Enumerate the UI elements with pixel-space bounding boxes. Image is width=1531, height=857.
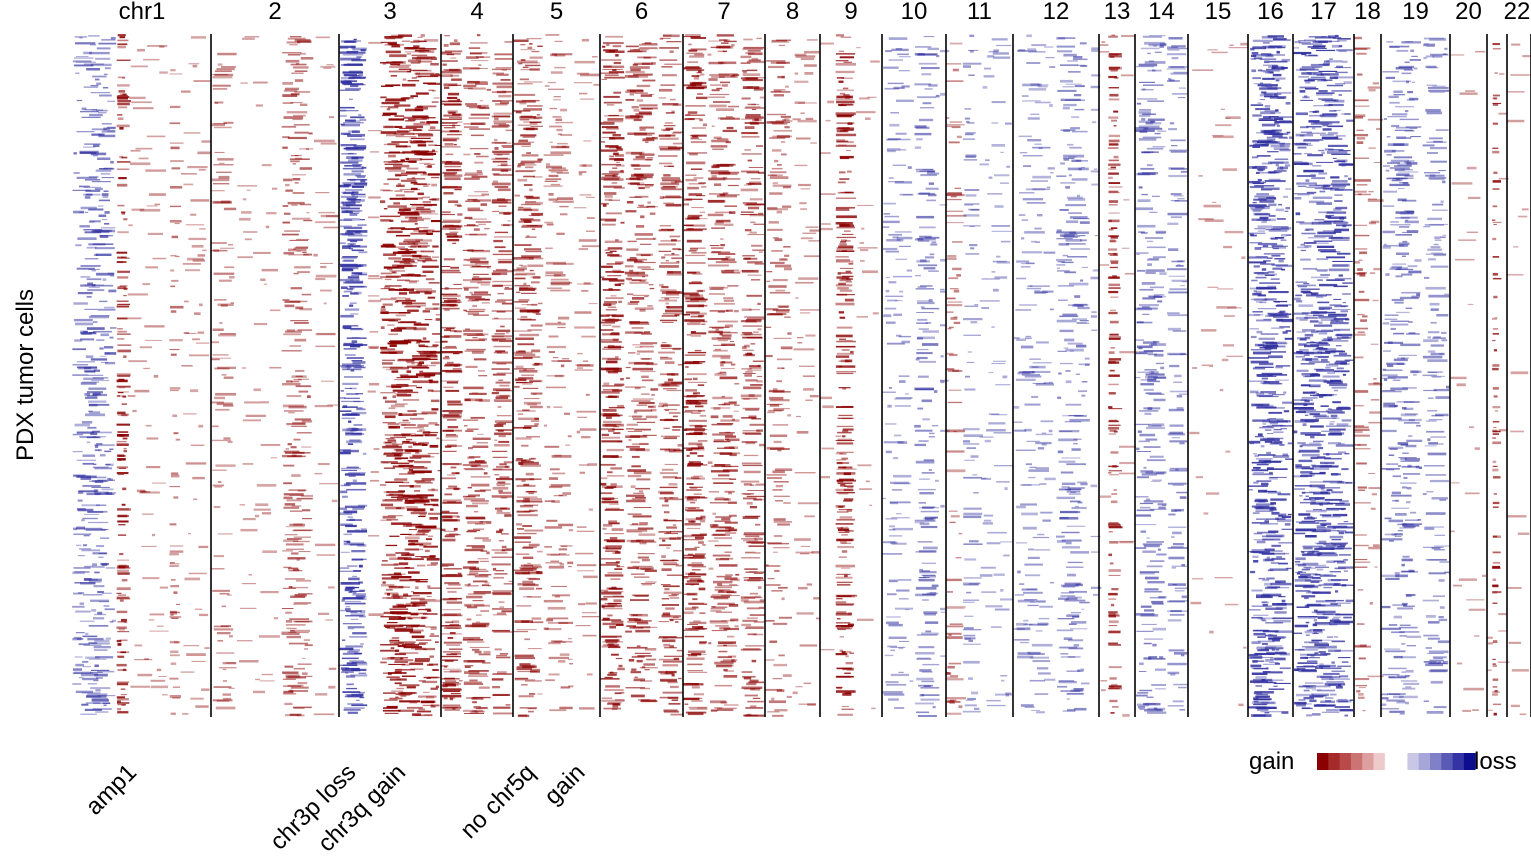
chromosome-block-7 bbox=[683, 34, 765, 717]
legend-swatch bbox=[1453, 753, 1465, 770]
chromosome-block-5 bbox=[513, 34, 600, 717]
chromosome-label: 20 bbox=[1455, 0, 1482, 26]
legend-swatch bbox=[1407, 753, 1419, 770]
y-axis-label: PDX tumor cells bbox=[13, 275, 39, 475]
chromosome-block-10 bbox=[882, 36, 949, 717]
chromosome-label: 22 bbox=[1504, 0, 1531, 26]
heatmap-cells bbox=[72, 34, 1530, 717]
chromosome-block-13 bbox=[1099, 35, 1138, 717]
chromosome-label: 18 bbox=[1354, 0, 1381, 26]
chromosome-label: 19 bbox=[1402, 0, 1429, 26]
chromosome-label: 13 bbox=[1104, 0, 1131, 26]
chromosome-block-9 bbox=[820, 34, 880, 716]
chromosome-block-20 bbox=[1450, 51, 1486, 712]
chromosome-label: 12 bbox=[1043, 0, 1070, 26]
chromosome-label: 4 bbox=[470, 0, 483, 26]
legend-swatch bbox=[1317, 753, 1329, 770]
chromosome-block-16 bbox=[1248, 35, 1293, 717]
chromosome-label: 16 bbox=[1257, 0, 1284, 26]
chromosome-block-6 bbox=[600, 35, 683, 716]
chromosome-block-2 bbox=[211, 36, 339, 716]
legend-swatch bbox=[1351, 753, 1363, 770]
chromosome-label: 9 bbox=[844, 0, 857, 26]
legend-swatch bbox=[1419, 753, 1431, 770]
chromosome-block-18 bbox=[1354, 37, 1384, 711]
legend-swatch bbox=[1340, 753, 1352, 770]
chromosome-label: 15 bbox=[1205, 0, 1232, 26]
legend-loss-label: loss bbox=[1474, 748, 1517, 776]
chromosome-label: 11 bbox=[967, 0, 992, 26]
legend-swatch bbox=[1396, 753, 1408, 770]
chromosome-block-8 bbox=[765, 39, 820, 717]
chromosome-label: 8 bbox=[786, 0, 799, 26]
chromosome-block-15 bbox=[1189, 43, 1248, 706]
legend-swatch bbox=[1430, 753, 1442, 770]
chromosome-block-4 bbox=[441, 34, 513, 714]
chromosome-block-17 bbox=[1293, 35, 1354, 717]
chromosome-block-19 bbox=[1381, 38, 1450, 715]
chromosome-block-3 bbox=[339, 34, 441, 716]
chromosome-label: 2 bbox=[268, 0, 281, 26]
chromosome-label: 5 bbox=[550, 0, 563, 26]
chromosome-block-14 bbox=[1135, 35, 1188, 714]
legend-swatch bbox=[1385, 753, 1397, 770]
chromosome-block-12 bbox=[1013, 35, 1101, 714]
chromosome-label: 10 bbox=[901, 0, 928, 26]
chromosome-block-chr1 bbox=[72, 34, 211, 715]
legend-swatch bbox=[1362, 753, 1374, 770]
chromosome-label: 14 bbox=[1148, 0, 1175, 26]
chromosome-label: 3 bbox=[383, 0, 396, 26]
chromosome-label: 17 bbox=[1310, 0, 1337, 26]
legend-swatch bbox=[1328, 753, 1340, 770]
chromosome-block-22 bbox=[1507, 44, 1530, 716]
chromosome-block-unlabeled bbox=[1487, 43, 1509, 716]
chromosome-label: 7 bbox=[717, 0, 730, 26]
legend-swatch bbox=[1441, 753, 1453, 770]
chromosome-label: 6 bbox=[635, 0, 648, 26]
legend-colorbar bbox=[1317, 753, 1476, 770]
chromosome-label: chr1 bbox=[119, 0, 166, 26]
legend-swatch bbox=[1374, 753, 1386, 770]
chromosome-block-11 bbox=[946, 35, 1013, 715]
legend-gain-label: gain bbox=[1249, 748, 1294, 776]
